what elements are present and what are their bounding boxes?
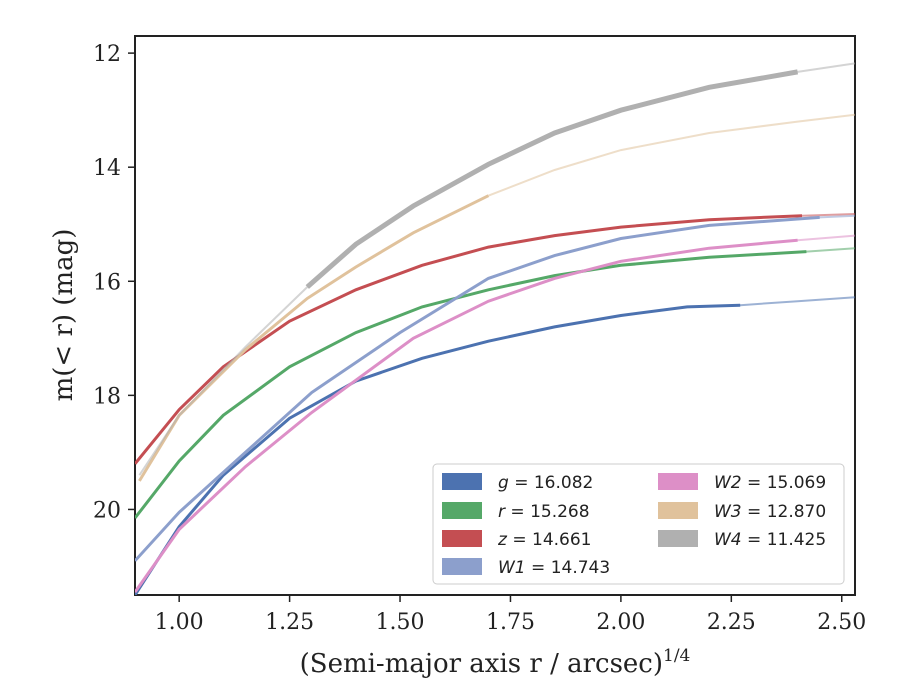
legend-eq: =	[505, 502, 530, 522]
legend-eq: =	[742, 473, 767, 493]
legend-swatch	[658, 530, 698, 547]
series-line-faint	[138, 62, 855, 476]
y-tick-label: 14	[93, 156, 121, 181]
legend-var: r	[498, 502, 506, 522]
legend-label: W2 = 15.069	[714, 473, 826, 493]
series-line	[135, 303, 741, 595]
x-axis-label: (Semi-major axis r / arcsec)1/4	[300, 646, 691, 679]
legend-box	[432, 463, 845, 585]
x-tick-label: 2.50	[817, 610, 866, 635]
y-tick-label: 16	[93, 270, 121, 295]
legend-label: r = 15.268	[498, 502, 590, 522]
x-tick-label: 1.75	[486, 610, 535, 635]
legend-label: g = 16.082	[498, 473, 593, 493]
legend-var: W2	[714, 473, 742, 493]
legend-value: 14.661	[532, 530, 591, 550]
legend-value: 15.268	[530, 502, 589, 522]
legend-var: z	[497, 530, 508, 550]
axis-ticks: 1.00 1.25 1.50 1.75 2.00 2.25 2.50 12 14 16 18 20	[93, 42, 866, 635]
x-axis-label-main: (Semi-major axis r / arcsec)	[300, 649, 663, 679]
series-line	[135, 238, 798, 593]
series-line	[135, 215, 820, 562]
legend-label: W3 = 12.870	[714, 502, 826, 522]
legend-eq: =	[526, 558, 551, 578]
legend-var: W1	[498, 558, 526, 578]
legend-swatch	[442, 558, 482, 575]
series-line	[135, 250, 807, 519]
x-tick-label: 1.25	[265, 610, 314, 635]
legend-eq: =	[742, 530, 767, 550]
legend-swatch	[442, 530, 482, 547]
y-tick-label: 18	[93, 384, 121, 409]
series-line	[135, 214, 803, 465]
legend-swatch	[442, 502, 482, 519]
legend-eq: =	[742, 502, 767, 522]
legend-label: W1 = 14.743	[498, 558, 610, 578]
legend-var: W4	[714, 530, 742, 550]
legend-swatch	[658, 502, 698, 519]
x-tick-label: 2.25	[707, 610, 756, 635]
y-tick-label: 12	[93, 42, 121, 67]
x-axis-label-exponent: 1/4	[663, 646, 690, 666]
legend-value: 14.743	[551, 558, 610, 578]
y-axis-label: m(< r) (mag)	[49, 229, 79, 402]
legend-value: 16.082	[534, 473, 593, 493]
series-layer	[135, 62, 855, 595]
legend-eq: =	[507, 530, 532, 550]
legend-var: W3	[714, 502, 742, 522]
legend-value: 15.069	[767, 473, 826, 493]
legend-eq: =	[509, 473, 534, 493]
x-tick-label: 1.50	[376, 610, 425, 635]
legend: g = 16.082 r = 15.268 z = 14.661 W1 = 14.74…	[432, 463, 845, 585]
legend-label: W4 = 11.425	[714, 530, 826, 550]
legend-label: z = 14.661	[497, 530, 591, 550]
legend-var: g	[498, 473, 509, 493]
y-tick-label: 20	[93, 498, 121, 523]
legend-value: 11.425	[767, 530, 826, 550]
series-line	[305, 69, 799, 289]
x-tick-label: 1.00	[155, 610, 204, 635]
series-line	[138, 194, 490, 482]
legend-swatch	[658, 473, 698, 490]
legend-value: 12.870	[767, 502, 826, 522]
legend-swatch	[442, 473, 482, 490]
plot-frame	[134, 35, 856, 596]
x-tick-label: 2.00	[596, 610, 645, 635]
